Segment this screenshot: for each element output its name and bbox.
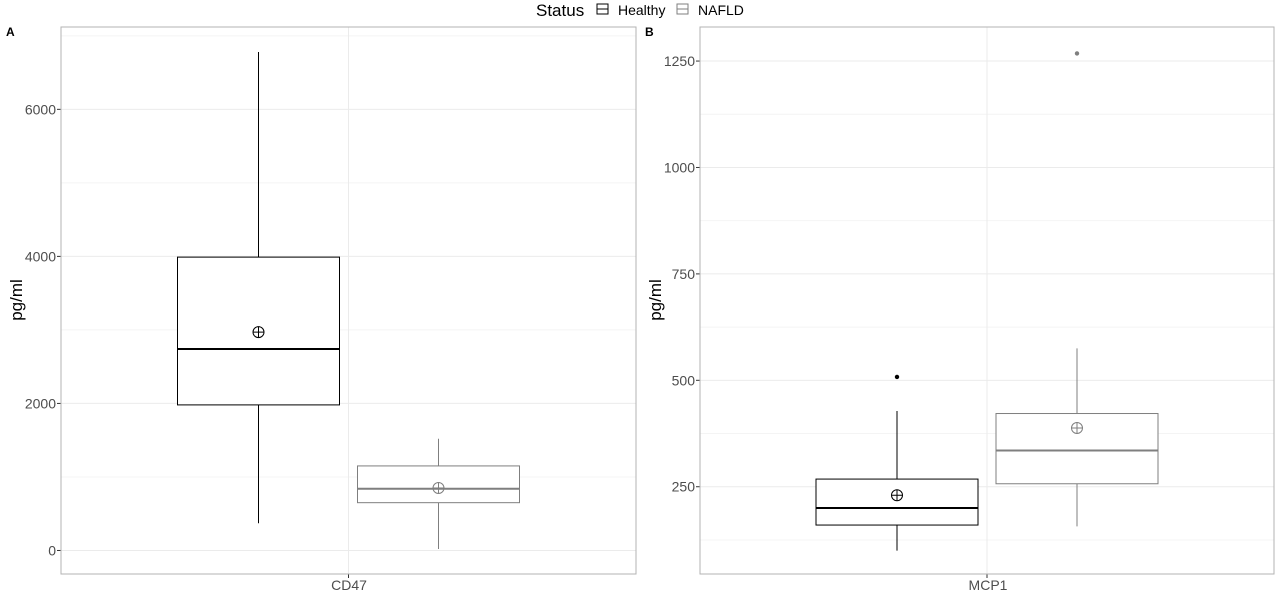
y-tick-label: 500 <box>672 372 696 388</box>
outlier-point <box>1074 51 1080 56</box>
legend-key-nafld <box>676 3 689 15</box>
legend-label-nafld: NAFLD <box>698 2 744 18</box>
y-tick-label: 1250 <box>664 53 695 69</box>
boxplot-healthy <box>815 374 979 551</box>
legend-label-healthy: Healthy <box>618 2 665 18</box>
legend: Status Healthy NAFLD <box>536 1 744 20</box>
boxplot-healthy <box>177 51 340 524</box>
legend-title: Status <box>536 1 584 20</box>
panel-label-a: A <box>6 25 15 39</box>
y-tick-label: 1000 <box>664 159 695 175</box>
panel-border-a <box>60 26 637 575</box>
boxplot-nafld <box>995 51 1159 527</box>
panel-border-b <box>699 26 1275 575</box>
y-tick-label: 750 <box>672 266 696 282</box>
panel-label-b: B <box>645 25 654 39</box>
y-tick-label: 4000 <box>25 248 56 264</box>
outlier-point <box>894 374 900 380</box>
x-tick-label-b: MCP1 <box>969 577 1008 593</box>
y-tick-label: 6000 <box>25 101 56 117</box>
y-axis-title-b: pg/ml <box>646 279 665 321</box>
panel-b: B pg/ml MCP1 250 500 750 1000 1250 <box>645 25 1275 593</box>
legend-key-healthy <box>596 3 609 15</box>
y-tick-label: 250 <box>672 479 696 495</box>
box-iqr <box>177 256 340 406</box>
y-axis-title-a: pg/ml <box>7 279 26 321</box>
y-tick-label: 0 <box>48 542 56 558</box>
boxplot-nafld <box>357 438 520 550</box>
y-tick-label: 2000 <box>25 395 56 411</box>
box-iqr <box>815 478 979 526</box>
panel-a: A pg/ml CD47 0 2000 4000 6000 <box>6 25 637 593</box>
x-tick-label-a: CD47 <box>331 577 367 593</box>
